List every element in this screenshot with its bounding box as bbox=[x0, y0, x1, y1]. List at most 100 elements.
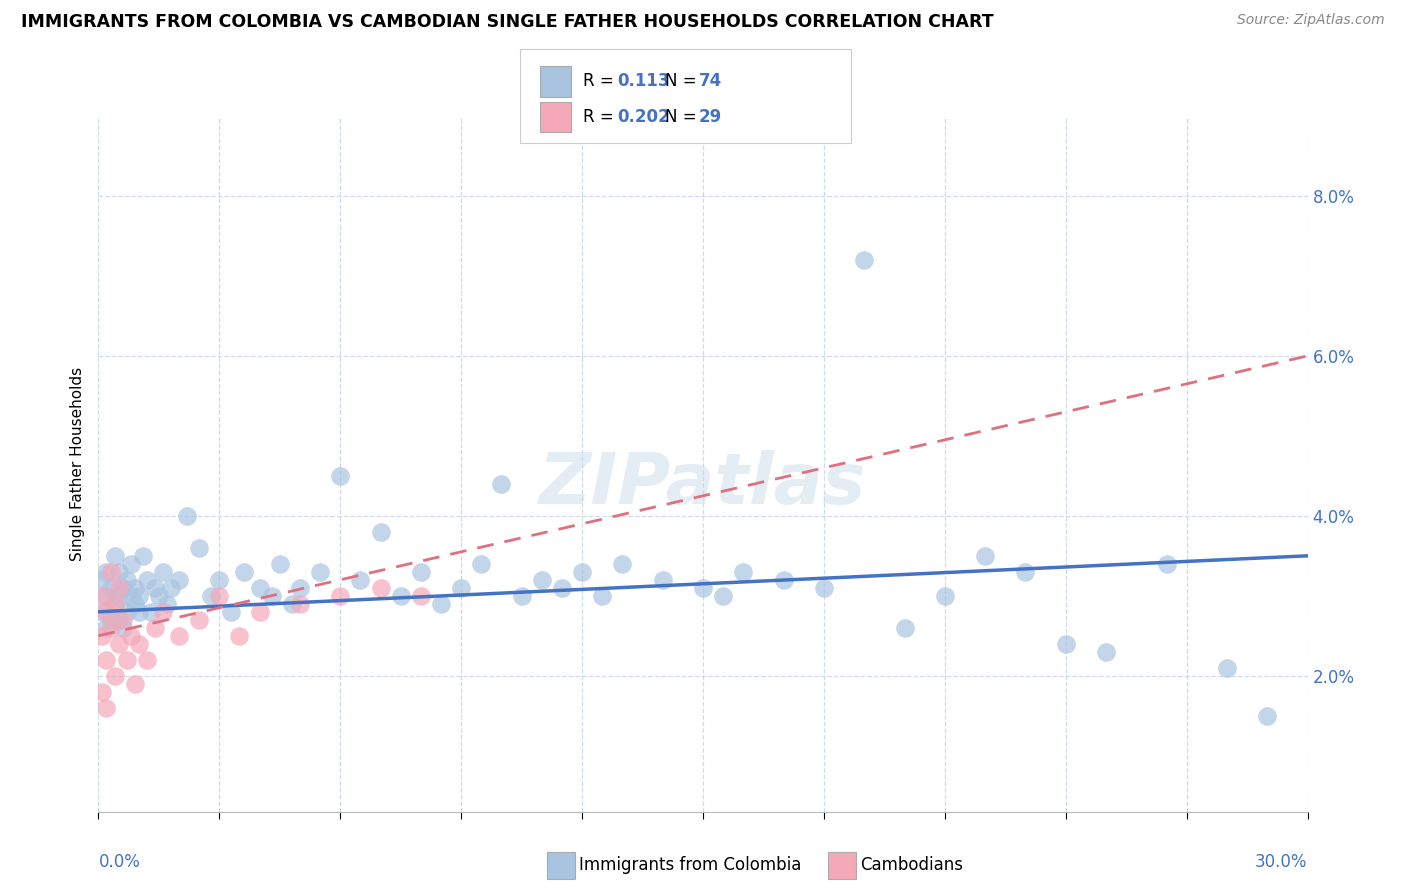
Point bbox=[100, 581, 122, 595]
Point bbox=[103, 669, 125, 683]
Point bbox=[128, 637, 150, 651]
Point bbox=[188, 613, 211, 627]
Point bbox=[107, 581, 129, 595]
Point bbox=[853, 252, 876, 267]
Point bbox=[96, 565, 118, 579]
Point bbox=[107, 589, 129, 603]
Point bbox=[208, 573, 231, 587]
Point bbox=[96, 621, 118, 635]
Point bbox=[96, 700, 118, 714]
Point bbox=[249, 605, 271, 619]
Point bbox=[772, 573, 794, 587]
Point bbox=[1156, 557, 1178, 571]
Point bbox=[269, 557, 291, 571]
Point bbox=[281, 597, 304, 611]
Point bbox=[152, 605, 174, 619]
Point bbox=[124, 677, 146, 691]
Point bbox=[128, 605, 150, 619]
Point bbox=[103, 597, 125, 611]
Point bbox=[813, 581, 835, 595]
Point bbox=[450, 581, 472, 595]
Point bbox=[491, 476, 513, 491]
Point bbox=[156, 597, 179, 611]
Point bbox=[91, 685, 114, 699]
Text: Cambodians: Cambodians bbox=[860, 856, 963, 874]
Point bbox=[128, 589, 150, 603]
Point bbox=[934, 589, 956, 603]
Point bbox=[115, 653, 138, 667]
Point bbox=[143, 621, 166, 635]
Point bbox=[893, 621, 915, 635]
Point bbox=[1216, 661, 1239, 675]
Point bbox=[111, 621, 134, 635]
Point bbox=[139, 605, 162, 619]
Point bbox=[329, 589, 352, 603]
Text: IMMIGRANTS FROM COLOMBIA VS CAMBODIAN SINGLE FATHER HOUSEHOLDS CORRELATION CHART: IMMIGRANTS FROM COLOMBIA VS CAMBODIAN SI… bbox=[21, 13, 994, 31]
Point bbox=[120, 557, 142, 571]
Point bbox=[651, 573, 673, 587]
Point bbox=[160, 581, 183, 595]
Point bbox=[711, 589, 734, 603]
Point bbox=[370, 524, 392, 539]
Point bbox=[120, 629, 142, 643]
Point bbox=[591, 589, 613, 603]
Point bbox=[409, 589, 432, 603]
Point bbox=[91, 589, 114, 603]
Point bbox=[167, 629, 190, 643]
Text: 74: 74 bbox=[699, 72, 723, 90]
Point bbox=[1014, 565, 1036, 579]
Point bbox=[409, 565, 432, 579]
Point bbox=[430, 597, 453, 611]
Point bbox=[288, 597, 311, 611]
Point bbox=[115, 605, 138, 619]
Point bbox=[188, 541, 211, 555]
Point bbox=[100, 565, 122, 579]
Point bbox=[208, 589, 231, 603]
Point bbox=[143, 581, 166, 595]
Point bbox=[260, 589, 283, 603]
Text: Immigrants from Colombia: Immigrants from Colombia bbox=[579, 856, 801, 874]
Point bbox=[167, 573, 190, 587]
Text: R =: R = bbox=[583, 108, 620, 126]
Point bbox=[228, 629, 250, 643]
Point bbox=[349, 573, 371, 587]
Point bbox=[530, 573, 553, 587]
Y-axis label: Single Father Households: Single Father Households bbox=[69, 367, 84, 561]
Text: 0.0%: 0.0% bbox=[98, 854, 141, 871]
Text: 0.113: 0.113 bbox=[617, 72, 669, 90]
Point bbox=[96, 589, 118, 603]
Point bbox=[107, 637, 129, 651]
Point bbox=[232, 565, 254, 579]
Point bbox=[132, 549, 155, 563]
Point bbox=[91, 573, 114, 587]
Point bbox=[176, 508, 198, 523]
Point bbox=[510, 589, 533, 603]
Point bbox=[135, 653, 157, 667]
Point bbox=[221, 605, 243, 619]
Point bbox=[124, 581, 146, 595]
Text: N =: N = bbox=[665, 108, 702, 126]
Point bbox=[111, 581, 134, 595]
Point bbox=[100, 613, 122, 627]
Point bbox=[148, 589, 170, 603]
Point bbox=[1054, 637, 1077, 651]
Point bbox=[107, 565, 129, 579]
Text: N =: N = bbox=[665, 72, 702, 90]
Point bbox=[96, 653, 118, 667]
Point bbox=[733, 565, 755, 579]
Text: 29: 29 bbox=[699, 108, 723, 126]
Point bbox=[120, 589, 142, 603]
Point bbox=[692, 581, 714, 595]
Point bbox=[200, 589, 222, 603]
Text: 0.202: 0.202 bbox=[617, 108, 669, 126]
Point bbox=[124, 597, 146, 611]
Text: R =: R = bbox=[583, 72, 620, 90]
Point bbox=[974, 549, 997, 563]
Point bbox=[329, 468, 352, 483]
Point bbox=[135, 573, 157, 587]
Point bbox=[91, 629, 114, 643]
Point bbox=[551, 581, 574, 595]
Point bbox=[111, 613, 134, 627]
Text: 30.0%: 30.0% bbox=[1256, 854, 1308, 871]
Point bbox=[1095, 645, 1118, 659]
